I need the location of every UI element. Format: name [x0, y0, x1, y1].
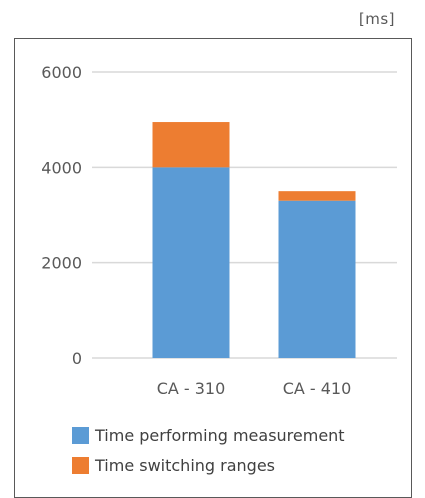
x-category-label: CA - 410	[283, 379, 352, 398]
legend-item: Time switching ranges	[72, 450, 345, 480]
y-tick-label: 4000	[41, 158, 82, 177]
unit-label: [ms]	[358, 10, 395, 28]
chart-plot-area: 0 2000 4000 6000 CA - 310 CA - 410	[41, 63, 397, 398]
chart-legend: Time performing measurement Time switchin…	[72, 420, 345, 480]
legend-label: Time switching ranges	[95, 455, 276, 475]
x-category-label: CA - 310	[157, 379, 226, 398]
y-tick-label: 2000	[41, 254, 82, 273]
legend-label: Time performing measurement	[95, 425, 345, 445]
legend-item: Time performing measurement	[72, 420, 345, 450]
bar-1-series-1	[278, 191, 356, 201]
legend-swatch	[72, 426, 89, 444]
bar-0-series-1	[152, 122, 230, 168]
bar-1-series-0	[278, 200, 356, 358]
y-tick-label: 6000	[41, 63, 82, 82]
bar-0-series-0	[152, 167, 230, 358]
legend-swatch	[72, 456, 89, 474]
y-tick-label: 0	[72, 349, 82, 368]
